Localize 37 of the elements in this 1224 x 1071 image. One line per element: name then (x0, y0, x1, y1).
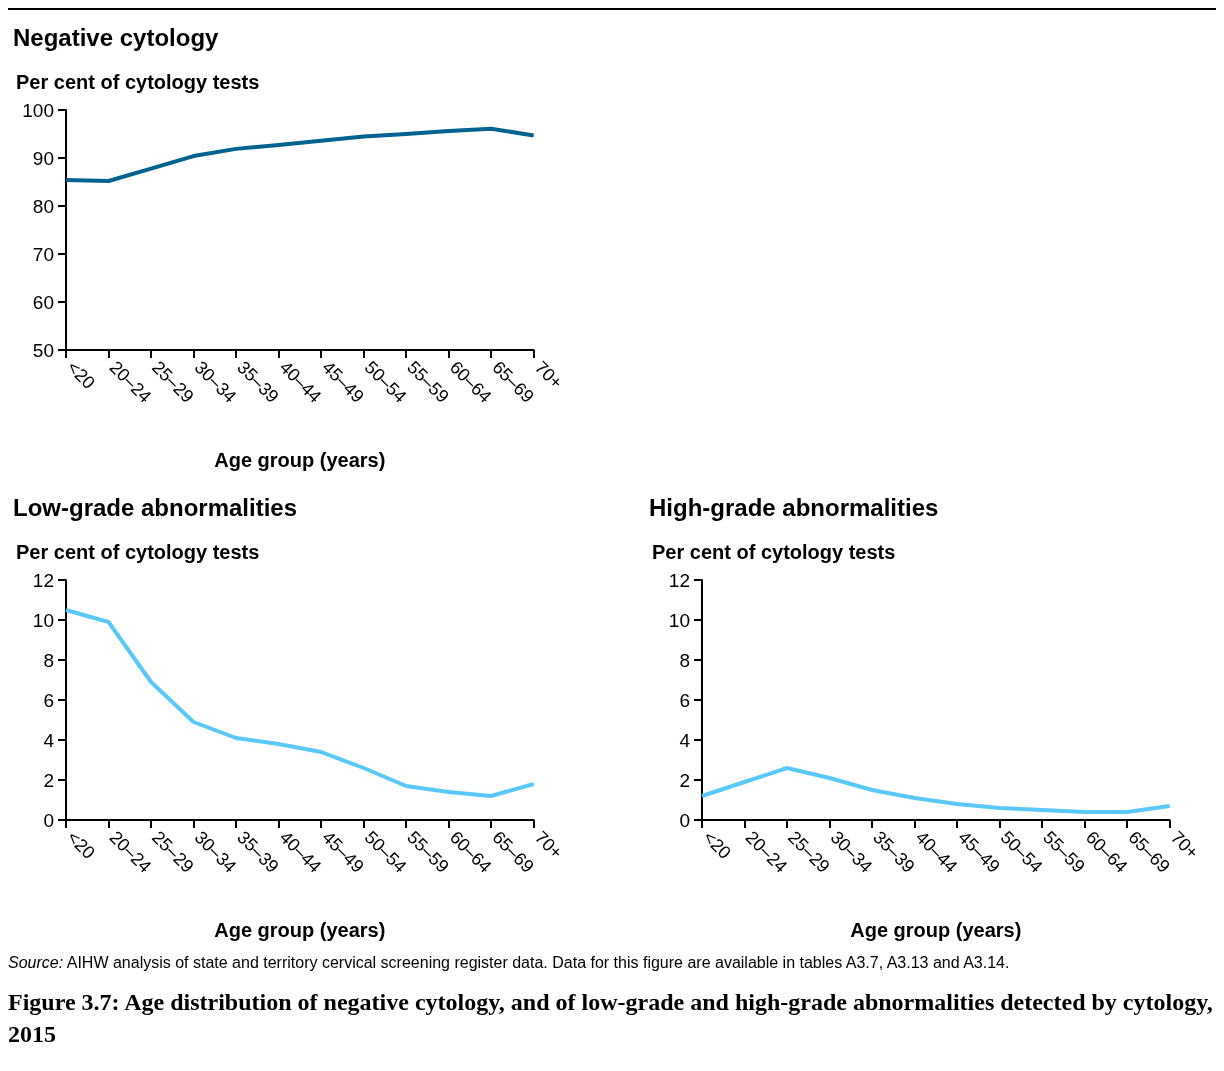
source-note: Source: AIHW analysis of state and territory cervical screening register data. Data for this figure are available in tables A3.7, A3.13 and A3.14. (8, 954, 1011, 972)
y-axis-title: Per cent of cytology tests (16, 541, 260, 563)
x-axis-title: Age group (years) (214, 919, 386, 941)
chart-title: Low-grade abnormalities (13, 493, 298, 521)
x-tick-label: <20 (63, 827, 99, 863)
line-series (700, 766, 1172, 814)
y-tick-label: 50 (32, 339, 54, 361)
y-axis-title: Per cent of cytology tests (16, 71, 260, 93)
chart-title: High-grade abnormalities (649, 493, 939, 521)
y-tick-label: 8 (43, 649, 54, 671)
y-tick-label: 70 (32, 243, 54, 265)
y-axis-title: Per cent of cytology tests (652, 541, 896, 563)
x-axis-title: Age group (years) (850, 919, 1022, 941)
y-tick-label: 90 (32, 147, 54, 169)
y-tick-label: 6 (679, 689, 690, 711)
x-tick-label: <20 (63, 357, 99, 393)
y-tick-label: 8 (679, 649, 690, 671)
line-series (64, 126, 536, 184)
y-tick-label: 10 (668, 609, 690, 631)
x-tick-label: <20 (699, 827, 735, 863)
y-tick-label: 80 (32, 195, 54, 217)
y-tick-label: 10 (32, 609, 54, 631)
chart-title: Negative cytology (13, 23, 220, 51)
y-tick-label: 4 (43, 729, 55, 751)
y-tick-label: 6 (43, 689, 54, 711)
line-series (64, 608, 536, 798)
y-tick-label: 12 (32, 569, 54, 591)
y-tick-label: 100 (22, 99, 54, 121)
x-axis-title: Age group (years) (214, 449, 386, 471)
y-tick-label: 4 (679, 729, 691, 751)
y-tick-label: 0 (43, 809, 54, 831)
caption: Figure 3.7: Age distribution of negative cytology, and of low-grade and high-grade abnormalities detected by cytology, 2015 (8, 988, 1214, 1049)
y-tick-label: 0 (679, 809, 690, 831)
y-tick-label: 2 (679, 769, 690, 791)
y-tick-label: 2 (43, 769, 54, 791)
y-tick-label: 60 (32, 291, 54, 313)
y-tick-label: 12 (668, 569, 690, 591)
